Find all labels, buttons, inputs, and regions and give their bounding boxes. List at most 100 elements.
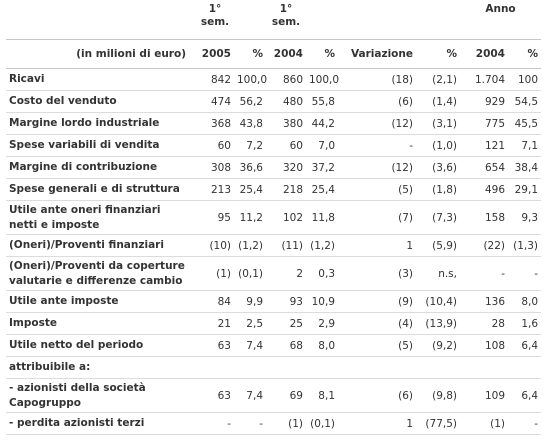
row-label: Costo del venduto (6, 90, 196, 113)
row-label: Utile ante imposte (6, 290, 196, 313)
table-row: attribuibile a: (6, 356, 542, 379)
table-row: Spese generali e di struttura 213 25,4 218 2… (6, 178, 542, 201)
empty-cell (338, 356, 416, 379)
cell: 8,0 (306, 334, 338, 357)
cell: 8,1 (306, 378, 338, 413)
row-label: (Oneri)/Proventi finanziari (6, 234, 196, 257)
cell: - (508, 412, 542, 435)
cell: (9) (338, 290, 416, 313)
cell: 7,0 (306, 134, 338, 157)
cell: 102 (266, 200, 306, 235)
cell: (13,9) (416, 312, 460, 335)
cell: 308 (196, 156, 234, 179)
cell: - (338, 134, 416, 157)
cell: 480 (266, 90, 306, 113)
cell: 213 (196, 178, 234, 201)
cell: 11,2 (234, 200, 266, 235)
cell: (0,1) (306, 412, 338, 435)
cell: 474 (196, 90, 234, 113)
cell: (6) (338, 378, 416, 413)
cell: 136 (460, 290, 508, 313)
cell: 36,6 (234, 156, 266, 179)
cell: (1,2) (234, 234, 266, 257)
cell: 93 (266, 290, 306, 313)
column-header: 2004 (266, 39, 306, 69)
cell: (1,4) (416, 90, 460, 113)
empty-cell (460, 356, 508, 379)
cell: 25,4 (306, 178, 338, 201)
cell: 28 (460, 312, 508, 335)
cell: (1,3) (508, 234, 542, 257)
empty-cell (306, 356, 338, 379)
cell: (3,1) (416, 112, 460, 135)
cell: 1,6 (508, 312, 542, 335)
header-top: Anno (485, 3, 516, 15)
cell: (11) (266, 234, 306, 257)
cell: (5,9) (416, 234, 460, 257)
cell: (5) (338, 178, 416, 201)
cell: - (196, 412, 234, 435)
cell: (18) (338, 68, 416, 91)
table-row: Spese variabili di vendita 60 7,2 60 7,0- (1,… (6, 134, 542, 157)
cell: 6,4 (508, 378, 542, 413)
cell: 320 (266, 156, 306, 179)
cell: 63 (196, 378, 234, 413)
table-row: Costo del venduto 474 56,2 480 55,8 (6) (1,4) 9… (6, 90, 542, 113)
column-header: 2005 (196, 39, 234, 69)
cell: - (508, 256, 542, 291)
cell: 654 (460, 156, 508, 179)
cell: 842 (196, 68, 234, 91)
cell: (5) (338, 334, 416, 357)
cell: 84 (196, 290, 234, 313)
cell: - (460, 256, 508, 291)
cell: (10) (196, 234, 234, 257)
cell: 2,9 (306, 312, 338, 335)
cell: (6) (338, 90, 416, 113)
cell: 11,8 (306, 200, 338, 235)
cell: n.s, (416, 256, 460, 291)
cell: (7,3) (416, 200, 460, 235)
header-top: 1° sem. (271, 3, 301, 28)
cell: 100 (508, 68, 542, 91)
cell: 54,5 (508, 90, 542, 113)
cell: 496 (460, 178, 508, 201)
cell: (1,8) (416, 178, 460, 201)
cell: 8,0 (508, 290, 542, 313)
cell: 25,4 (234, 178, 266, 201)
row-label: (Oneri)/Proventi da coperture valutarie … (6, 256, 196, 291)
table-row: Margine di contribuzione 308 36,6 320 37,2 (1… (6, 156, 542, 179)
cell: (9,8) (416, 378, 460, 413)
cell: (22) (460, 234, 508, 257)
cell: 38,4 (508, 156, 542, 179)
cell: 2 (266, 256, 306, 291)
cell: 1 (338, 412, 416, 435)
cell: (77,5) (416, 412, 460, 435)
cell: 68 (266, 334, 306, 357)
cell: 60 (266, 134, 306, 157)
column-header: % (234, 39, 266, 69)
cell: 108 (460, 334, 508, 357)
cell: 100,0 (234, 68, 267, 91)
cell: 69 (266, 378, 306, 413)
cell: 7,4 (234, 378, 266, 413)
table-row: - azionisti della società Capogruppo 63 7,… (6, 378, 542, 413)
cell: 25 (266, 312, 306, 335)
cell: 7,2 (234, 134, 266, 157)
column-header: % (416, 39, 460, 69)
header-top-row: 1° sem. 1° sem. Anno (6, 0, 541, 40)
table-row: Margine lordo industriale 368 43,8 380 44,2(… (6, 112, 542, 135)
table-row: - perdita azionisti terzi - - (1) (0,1) 1 (77,… (6, 412, 542, 435)
empty-cell (234, 356, 266, 379)
cell: 860 (266, 68, 306, 91)
table-row: Utile netto del periodo 63 7,4 68 8,0 (5) (9,2… (6, 334, 542, 357)
cell: 368 (196, 112, 234, 135)
cell: 0,3 (306, 256, 338, 291)
cell: 45,5 (508, 112, 542, 135)
cell: 95 (196, 200, 234, 235)
cell: 60 (196, 134, 234, 157)
cell: 29,1 (508, 178, 542, 201)
empty-cell (416, 356, 460, 379)
cell: (10,4) (416, 290, 460, 313)
cell: 1 (338, 234, 416, 257)
